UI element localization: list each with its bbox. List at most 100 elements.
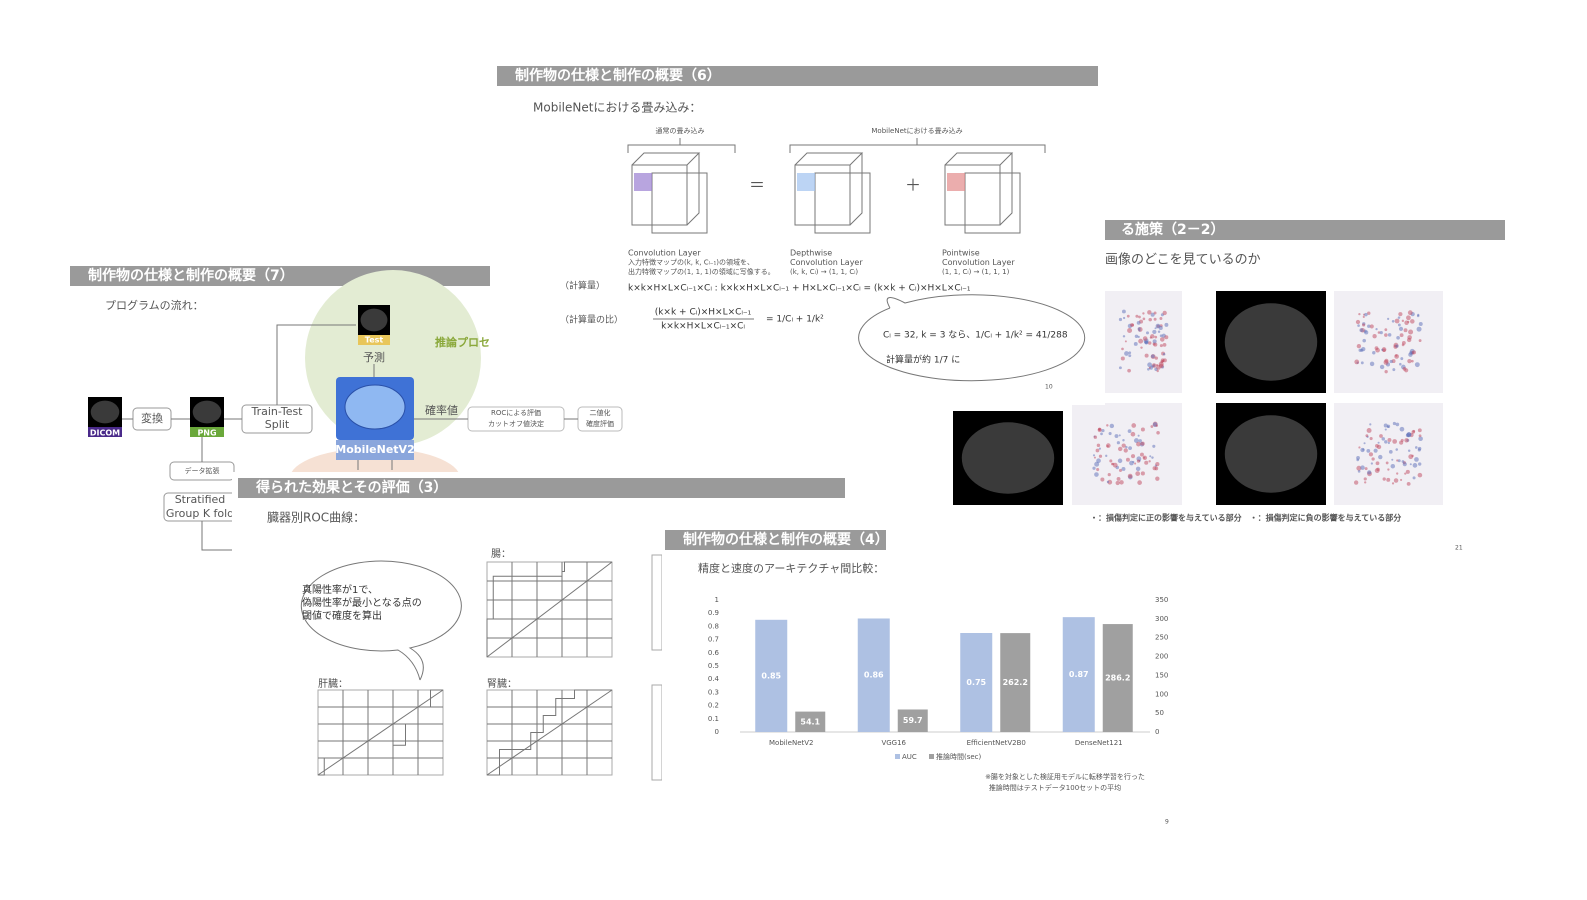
- kernel: [797, 173, 815, 191]
- header-title: 制作物の仕様と制作の概要（6）: [515, 67, 721, 84]
- heat-dot: [1128, 351, 1132, 355]
- heat-dot: [1154, 327, 1157, 330]
- heat-dot: [1128, 446, 1132, 451]
- label: MobileNetにおける畳み込み: [871, 126, 962, 135]
- operator-equals: ＝: [749, 176, 765, 195]
- heat-dot: [1406, 432, 1412, 438]
- heat-dot: [1136, 441, 1141, 447]
- heat-dot: [1400, 478, 1403, 481]
- heat-dot: [1107, 472, 1111, 477]
- heat-dot: [1147, 341, 1152, 345]
- heat-dot: [1140, 441, 1145, 446]
- heat-dot: [1355, 319, 1361, 325]
- label: 出力特徴マップの(1, 1, 1)の領域に写像する。: [628, 267, 775, 276]
- value-label: 0.87: [1069, 670, 1089, 679]
- heat-dot: [1405, 469, 1410, 474]
- heat-dot: [1130, 323, 1134, 327]
- heat-dot: [1375, 328, 1378, 331]
- feature-map: [814, 172, 871, 234]
- heat-dot: [1389, 359, 1393, 364]
- heat-dot: [1392, 439, 1398, 444]
- heat-dot: [1133, 438, 1139, 444]
- heat-dot: [1392, 368, 1396, 372]
- heat-dot: [1354, 359, 1360, 365]
- heat-dot: [1124, 351, 1129, 356]
- label: 偽陽性率が最小となる点の: [302, 596, 422, 609]
- heat-dot: [1159, 334, 1163, 338]
- heat-dot: [1414, 457, 1419, 462]
- legend-label: AUC: [902, 753, 917, 761]
- heat-dot: [1127, 368, 1131, 373]
- ct-body: [90, 400, 120, 424]
- x-tick-label: DenseNet121: [1075, 739, 1123, 747]
- header-title: 制作物の仕様と制作の概要（7）: [88, 267, 294, 284]
- heat-dot: [1116, 441, 1120, 445]
- heat-dot: [1399, 440, 1404, 445]
- y-tick-label: 1: [715, 596, 719, 604]
- y-tick-label: 0.2: [708, 702, 719, 710]
- label: ・：損傷判定に正の影響を与えている部分 ・：損傷判定に負の影響を与えている部分: [1090, 513, 1401, 523]
- label: 9: [1165, 819, 1169, 826]
- heat-dot: [1159, 337, 1165, 342]
- label: カットオフ値決定: [488, 419, 544, 428]
- heat-dot: [1106, 443, 1111, 448]
- heat-dot: [1384, 370, 1388, 374]
- heat-dot: [1372, 334, 1377, 339]
- heat-dot: [1122, 439, 1125, 442]
- heat-dot: [1385, 461, 1389, 465]
- roc-diagonal: [486, 689, 613, 776]
- label: 予測: [363, 350, 385, 364]
- label: PNG: [197, 429, 216, 438]
- heat-dot: [1152, 444, 1156, 448]
- heat-dot: [1362, 315, 1365, 318]
- heat-dot: [1155, 424, 1159, 427]
- heat-dot: [1159, 317, 1163, 320]
- heat-dot: [1375, 444, 1379, 448]
- header-title: 制作物の仕様と制作の概要（4）: [683, 531, 889, 548]
- value-label: 54.1: [800, 717, 820, 726]
- heat-dot: [1408, 352, 1413, 357]
- label: 推論時間はテストデータ100セットの平均: [989, 783, 1121, 792]
- value-label: 262.2: [1003, 678, 1028, 687]
- heat-dot: [1353, 480, 1359, 485]
- heat-dot: [1156, 431, 1160, 435]
- heat-dot: [1401, 460, 1405, 463]
- operator-plus: ＋: [905, 176, 921, 195]
- heat-dot: [1142, 455, 1148, 461]
- bar: [960, 633, 993, 732]
- heat-dot: [1417, 428, 1422, 433]
- heat-dot: [1162, 310, 1167, 316]
- x-tick-label: VGG16: [881, 739, 906, 747]
- value-label: 0.86: [864, 671, 884, 680]
- heat-dot: [1384, 333, 1388, 337]
- heat-dot: [1106, 480, 1110, 484]
- heat-dot: [1407, 310, 1413, 316]
- label: ROCによる評価: [491, 408, 541, 417]
- heat-dot: [1148, 366, 1151, 369]
- bar: [1000, 633, 1031, 732]
- heat-dot: [1142, 317, 1146, 321]
- y-tick-label: 0.7: [708, 636, 719, 644]
- heat-dot: [1159, 344, 1163, 348]
- brace: [627, 138, 736, 153]
- heat-dot: [1397, 316, 1401, 319]
- heat-dot: [1369, 423, 1372, 426]
- heat-dot: [1375, 347, 1380, 353]
- speech-bubble: [858, 294, 1086, 382]
- heat-dot: [1384, 440, 1388, 444]
- heat-dot: [1127, 473, 1133, 479]
- heat-dot: [1404, 472, 1407, 475]
- heat-dot: [1109, 423, 1115, 429]
- legend-label: 推論時間(sec): [936, 752, 982, 761]
- label: 閾値で確度を算出: [302, 609, 382, 622]
- y-tick-label: 0.4: [708, 675, 720, 683]
- heat-dot: [1155, 462, 1160, 467]
- heat-dot: [1147, 310, 1152, 315]
- label: = 1/Cₗ + 1/k²: [766, 315, 824, 325]
- heat-dot: [1382, 477, 1386, 481]
- heat-dot: [1140, 427, 1145, 432]
- bar: [1102, 624, 1133, 732]
- heat-dot: [1135, 314, 1139, 318]
- heat-dot: [1149, 455, 1152, 458]
- heatmap: [1334, 403, 1443, 505]
